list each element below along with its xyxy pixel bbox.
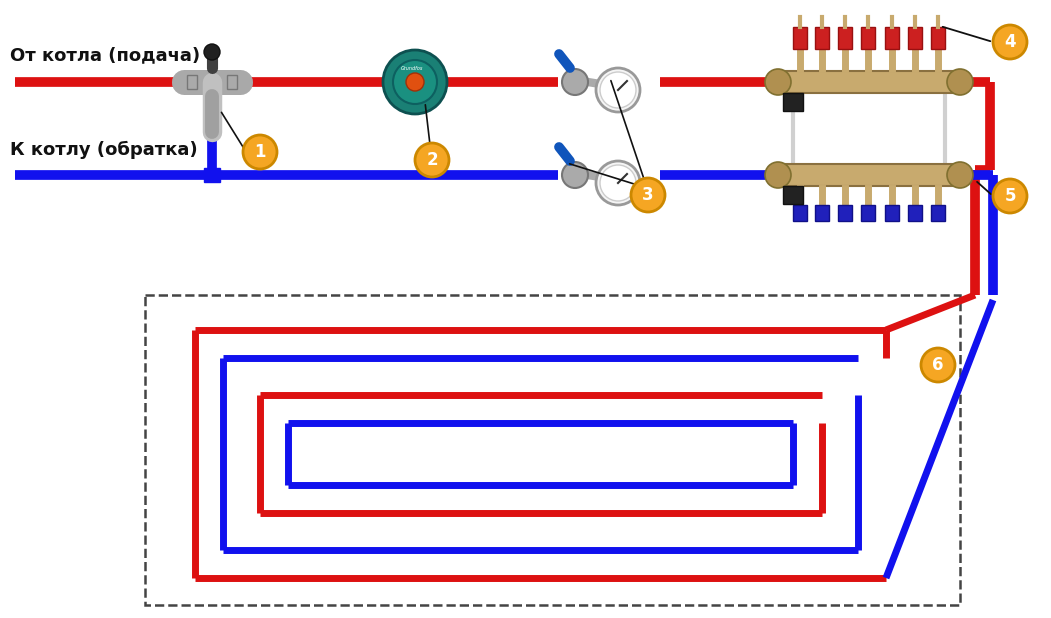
Bar (794, 205, 807, 221)
Text: 3: 3 (642, 186, 654, 204)
Bar (931, 205, 945, 221)
Bar (908, 27, 922, 49)
Bar (885, 27, 899, 49)
Bar (838, 205, 852, 221)
Bar (783, 186, 803, 204)
Circle shape (562, 162, 588, 188)
Text: От котла (подача): От котла (подача) (11, 46, 200, 64)
Circle shape (596, 161, 640, 205)
Bar (778, 71, 960, 93)
Circle shape (415, 143, 449, 177)
Circle shape (765, 162, 791, 188)
Text: Grundfos: Grundfos (401, 66, 424, 71)
Circle shape (600, 72, 636, 108)
Circle shape (562, 69, 588, 95)
Circle shape (993, 179, 1027, 213)
Bar (815, 205, 829, 221)
Bar (885, 205, 899, 221)
Circle shape (947, 162, 973, 188)
Text: К котлу (обратка): К котлу (обратка) (11, 141, 198, 159)
Circle shape (596, 68, 640, 112)
Bar (861, 27, 875, 49)
Circle shape (393, 60, 437, 104)
Bar (908, 205, 922, 221)
Circle shape (765, 69, 791, 95)
Bar (931, 27, 945, 49)
Bar (838, 27, 852, 49)
Circle shape (406, 73, 424, 91)
Circle shape (947, 69, 973, 95)
Circle shape (993, 25, 1027, 59)
Bar (227, 75, 236, 89)
Text: 5: 5 (1005, 187, 1015, 205)
Circle shape (631, 178, 665, 212)
Text: 4: 4 (1004, 33, 1016, 51)
Bar (145, 295, 960, 605)
Bar (778, 164, 960, 186)
Bar (794, 27, 807, 49)
Bar (861, 205, 875, 221)
Circle shape (921, 348, 955, 382)
Bar (385, 73, 395, 91)
Text: 2: 2 (427, 151, 438, 169)
Bar (187, 75, 197, 89)
Circle shape (600, 165, 636, 201)
Circle shape (383, 50, 447, 114)
Bar (815, 27, 829, 49)
Text: 6: 6 (932, 356, 944, 374)
Circle shape (243, 135, 277, 169)
Text: 1: 1 (254, 143, 266, 161)
Bar (204, 168, 220, 182)
Circle shape (204, 44, 220, 60)
Bar (435, 73, 445, 91)
Bar (783, 93, 803, 111)
